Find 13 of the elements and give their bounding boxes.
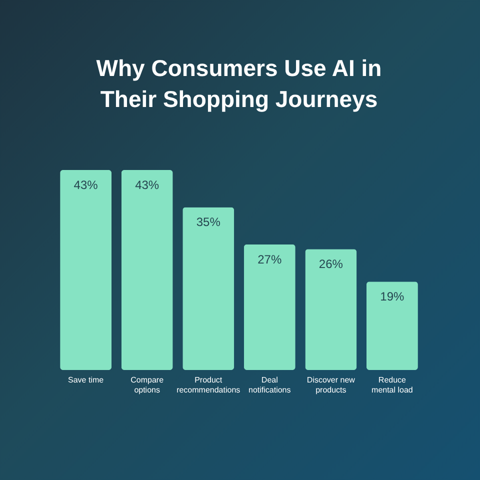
x-tick-label: Deal notifications	[248, 376, 291, 394]
x-tick-label: Product recommendations	[176, 376, 240, 394]
data-label: 27%	[258, 252, 282, 266]
data-label: 35%	[196, 215, 221, 230]
data-label: 43%	[74, 178, 98, 192]
data-label: 19%	[380, 290, 405, 304]
x-tick-label: Discover new products	[306, 376, 356, 394]
x-tick-label: Save time	[68, 376, 104, 384]
x-tick-label: Compare options	[130, 376, 164, 394]
data-label: 43%	[135, 178, 160, 192]
chart-title: Why Consumers Use AI in Their Shopping Journeys	[96, 55, 382, 112]
x-tick-label: Reduce mental load	[372, 376, 413, 394]
data-label: 26%	[318, 257, 344, 272]
